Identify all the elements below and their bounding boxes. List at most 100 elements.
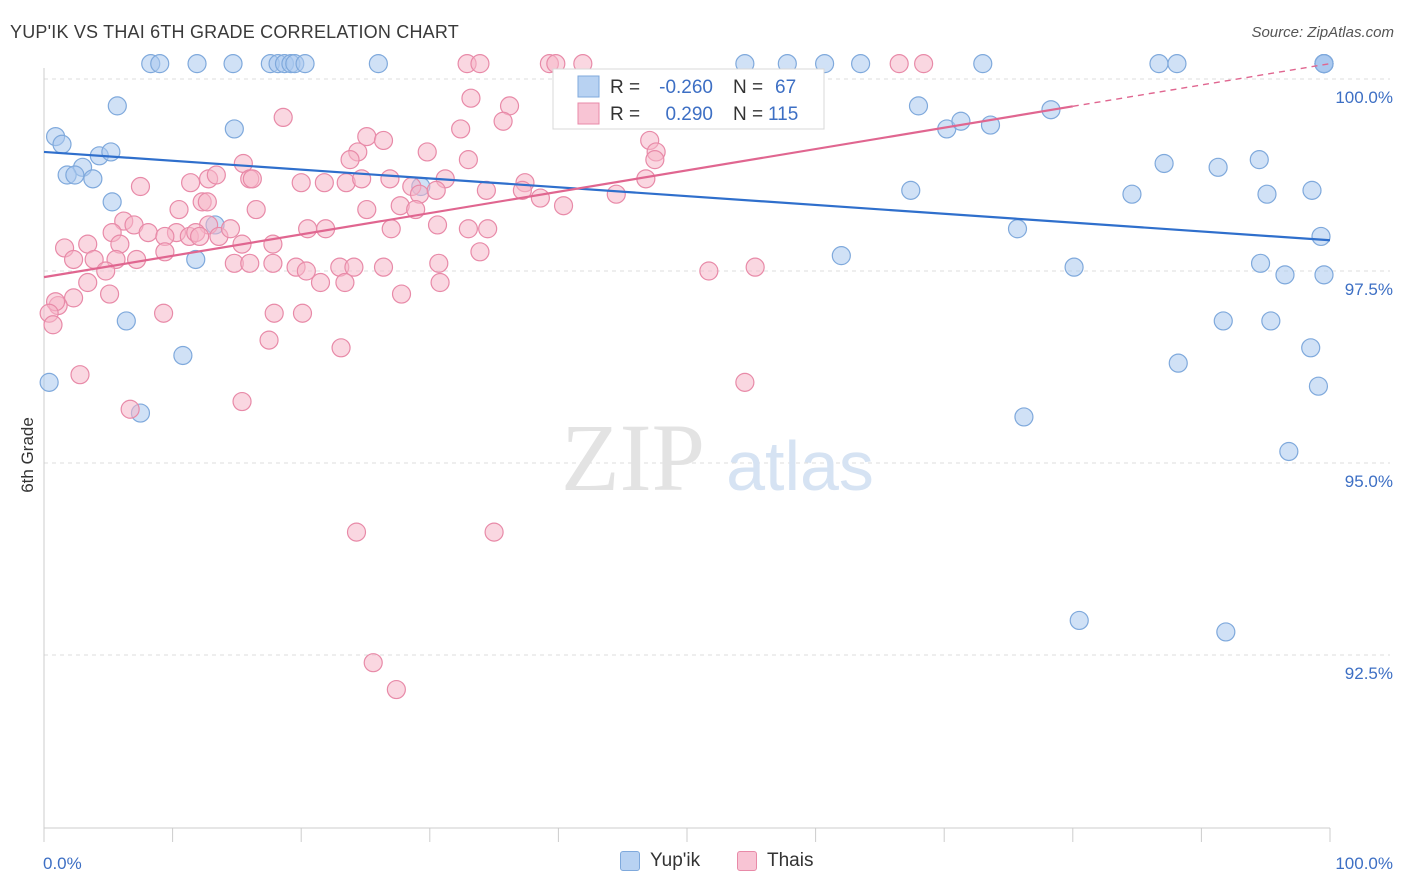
stats-r-value-thais: 0.290 — [665, 104, 713, 125]
point-thais — [735, 372, 755, 392]
legend-label-thais: Thais — [767, 850, 814, 871]
point-yupik — [1154, 153, 1174, 174]
point-thais — [430, 272, 450, 293]
point-thais — [264, 303, 284, 323]
point-thais — [263, 253, 283, 273]
stats-r-label-thais: R = — [610, 104, 640, 125]
point-thais — [70, 365, 90, 385]
point-yupik — [1213, 311, 1233, 331]
point-thais — [43, 315, 63, 335]
point-yupik — [1261, 311, 1281, 331]
data-points — [39, 54, 1334, 700]
point-yupik — [150, 54, 170, 74]
watermark-atlas: atlas — [726, 427, 874, 505]
point-yupik — [1007, 219, 1028, 239]
stats-n-value-thais: 115 — [768, 104, 798, 125]
point-thais — [340, 150, 360, 170]
point-yupik — [1014, 407, 1034, 427]
point-thais — [246, 199, 266, 220]
series-legend: Yup'ik Thais — [0, 850, 1406, 880]
stats-n-label-thais: N = — [733, 104, 763, 125]
y-tick-label: 92.5% — [1345, 664, 1393, 683]
point-thais — [645, 150, 665, 170]
point-thais — [889, 54, 909, 74]
point-yupik — [83, 169, 103, 189]
point-yupik — [186, 249, 206, 270]
point-thais — [197, 192, 217, 212]
point-yupik — [1149, 54, 1169, 74]
legend-swatch-thais — [737, 851, 757, 871]
point-yupik — [295, 54, 315, 74]
point-thais — [458, 150, 478, 170]
point-thais — [153, 303, 174, 323]
point-thais — [314, 173, 334, 193]
trend-line-yupik — [43, 150, 1331, 242]
point-thais — [363, 653, 383, 673]
point-thais — [458, 219, 478, 239]
point-thais — [63, 249, 84, 270]
point-yupik — [851, 54, 871, 74]
point-thais — [99, 284, 120, 304]
point-yupik — [116, 311, 136, 331]
point-thais — [745, 257, 765, 277]
point-thais — [130, 176, 151, 197]
stats-swatch-thais — [577, 102, 600, 125]
trend-line-thais-extension — [1072, 62, 1331, 108]
point-thais — [240, 253, 260, 273]
point-thais — [331, 338, 351, 358]
x-tick-label-max: 100.0% — [1335, 854, 1393, 873]
legend-item-thais[interactable]: Thais — [737, 850, 813, 872]
point-yupik — [224, 119, 244, 139]
point-yupik — [1216, 622, 1236, 642]
point-thais — [242, 169, 262, 189]
point-yupik — [815, 54, 835, 74]
legend-item-yupik[interactable]: Yup'ik — [620, 850, 700, 872]
source-label: Source: ZipAtlas.com — [1251, 24, 1394, 41]
y-tick-label: 97.5% — [1345, 280, 1393, 299]
point-thais — [96, 261, 116, 281]
point-thais — [914, 54, 934, 74]
point-thais — [346, 522, 367, 542]
point-thais — [391, 284, 412, 304]
y-tick-label: 95.0% — [1345, 472, 1393, 491]
stats-swatch-yupik — [577, 75, 600, 98]
legend-label-yupik: Yup'ik — [650, 850, 701, 871]
point-yupik — [1208, 157, 1228, 177]
point-yupik — [1311, 226, 1331, 247]
trend-lines — [43, 62, 1331, 279]
trend-line-thais — [43, 105, 1073, 279]
point-thais — [169, 199, 189, 220]
point-yupik — [1279, 441, 1299, 462]
point-yupik — [1069, 610, 1089, 631]
point-yupik — [908, 96, 929, 116]
y-tick-label: 100.0% — [1335, 88, 1393, 107]
point-thais — [78, 272, 98, 293]
point-yupik — [831, 246, 851, 266]
point-yupik — [1168, 353, 1188, 373]
point-thais — [386, 679, 406, 700]
point-thais — [429, 253, 449, 273]
point-thais — [470, 242, 490, 262]
point-yupik — [101, 142, 121, 162]
legend-swatch-yupik — [620, 851, 640, 871]
point-yupik — [1302, 180, 1322, 200]
point-yupik — [1250, 253, 1271, 273]
point-yupik — [107, 96, 127, 116]
point-yupik — [1249, 150, 1269, 170]
point-thais — [357, 199, 377, 220]
point-thais — [292, 303, 313, 323]
point-thais — [493, 111, 513, 131]
point-thais — [417, 142, 437, 162]
stats-n-value-yupik: 67 — [775, 77, 796, 98]
point-thais — [138, 223, 158, 243]
point-thais — [470, 54, 490, 74]
point-yupik — [1167, 54, 1187, 74]
point-thais — [699, 261, 719, 281]
point-thais — [220, 219, 241, 239]
point-yupik — [368, 54, 388, 74]
chart-title: YUP'IK VS THAI 6TH GRADE CORRELATION CHA… — [10, 22, 459, 42]
point-thais — [63, 288, 84, 308]
point-thais — [310, 272, 331, 293]
point-thais — [530, 188, 550, 208]
point-yupik — [39, 372, 59, 392]
